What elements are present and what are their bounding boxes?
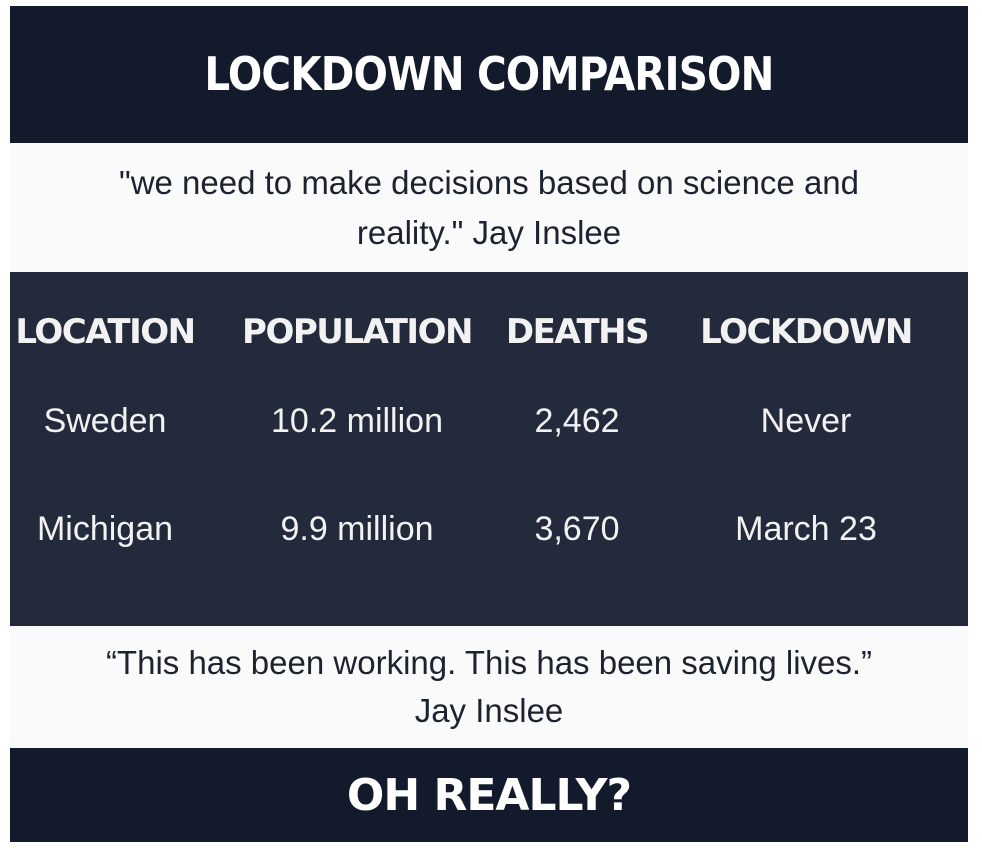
header-deaths: DEATHS [505, 312, 650, 352]
row-michigan-deaths: 3,670 [534, 510, 620, 548]
bottom-quote-line-1: “This has been working. This has been sa… [105, 644, 873, 681]
comparison-table: LOCATION POPULATION DEATHS LOCKDOWN Swed… [10, 272, 968, 626]
row-sweden-location: Sweden [43, 402, 167, 440]
row-michigan-population: 9.9 million [280, 510, 434, 548]
header-population: POPULATION [242, 312, 473, 352]
header-lockdown: LOCKDOWN [700, 312, 913, 352]
page-title: LOCKDOWN COMPARISON [204, 47, 774, 101]
top-quote: "we need to make decisions based on scie… [10, 143, 968, 272]
row-michigan-location: Michigan [36, 510, 174, 548]
top-quote-line-1: "we need to make decisions based on scie… [118, 163, 860, 201]
bottom-quote: “This has been working. This has been sa… [10, 626, 968, 748]
top-quote-line-2: reality." Jay Inslee [356, 213, 622, 251]
row-sweden-lockdown: Never [760, 402, 852, 440]
infographic-card: LOCKDOWN COMPARISON "we need to make dec… [10, 6, 968, 842]
bottom-quote-line-2: Jay Inslee [414, 692, 564, 729]
footer-caption: OH REALLY? [346, 769, 632, 821]
header-location: LOCATION [15, 312, 196, 352]
row-sweden-deaths: 2,462 [534, 402, 620, 440]
row-sweden-population: 10.2 million [271, 402, 443, 440]
row-michigan-lockdown: March 23 [735, 510, 877, 548]
